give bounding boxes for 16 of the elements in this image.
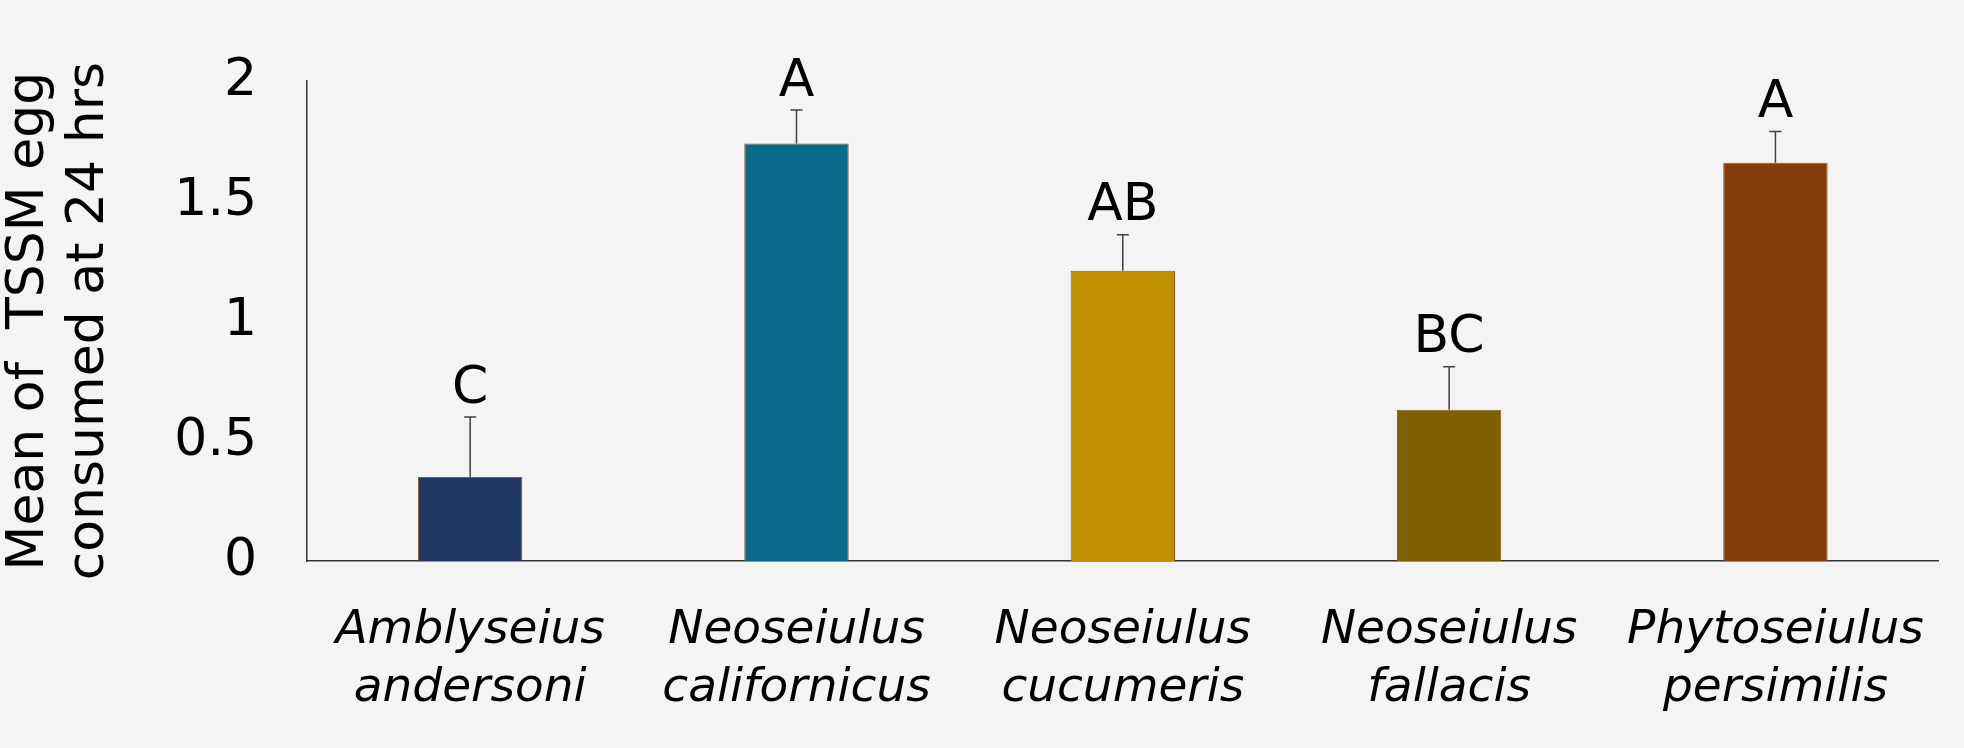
annotation: C (452, 354, 489, 415)
y-axis-title: Mean of TSSM egg consumed at 24 hrs (0, 61, 116, 581)
x-tick-label: Neoseiulus cucumeris (994, 598, 1252, 713)
annotation: A (778, 47, 815, 108)
y-tick-label: 1 (223, 286, 257, 347)
y-tick-label: 1.5 (174, 166, 257, 227)
x-tick-label: Amblyseius andersoni (332, 598, 605, 713)
x-tick-label: Neoseiulus californicus (662, 598, 931, 713)
x-tick-label: Phytoseiulus persimilis (1627, 598, 1924, 713)
y-tick-label: 0 (223, 526, 257, 587)
y-tick-label: 2 (223, 46, 257, 107)
x-tick-label: Neoseiulus fallacis (1320, 598, 1578, 713)
y-tick-label: 0.5 (174, 406, 257, 467)
annotation: BC (1413, 304, 1485, 365)
annotation: A (1757, 69, 1794, 130)
annotation: AB (1087, 172, 1159, 233)
